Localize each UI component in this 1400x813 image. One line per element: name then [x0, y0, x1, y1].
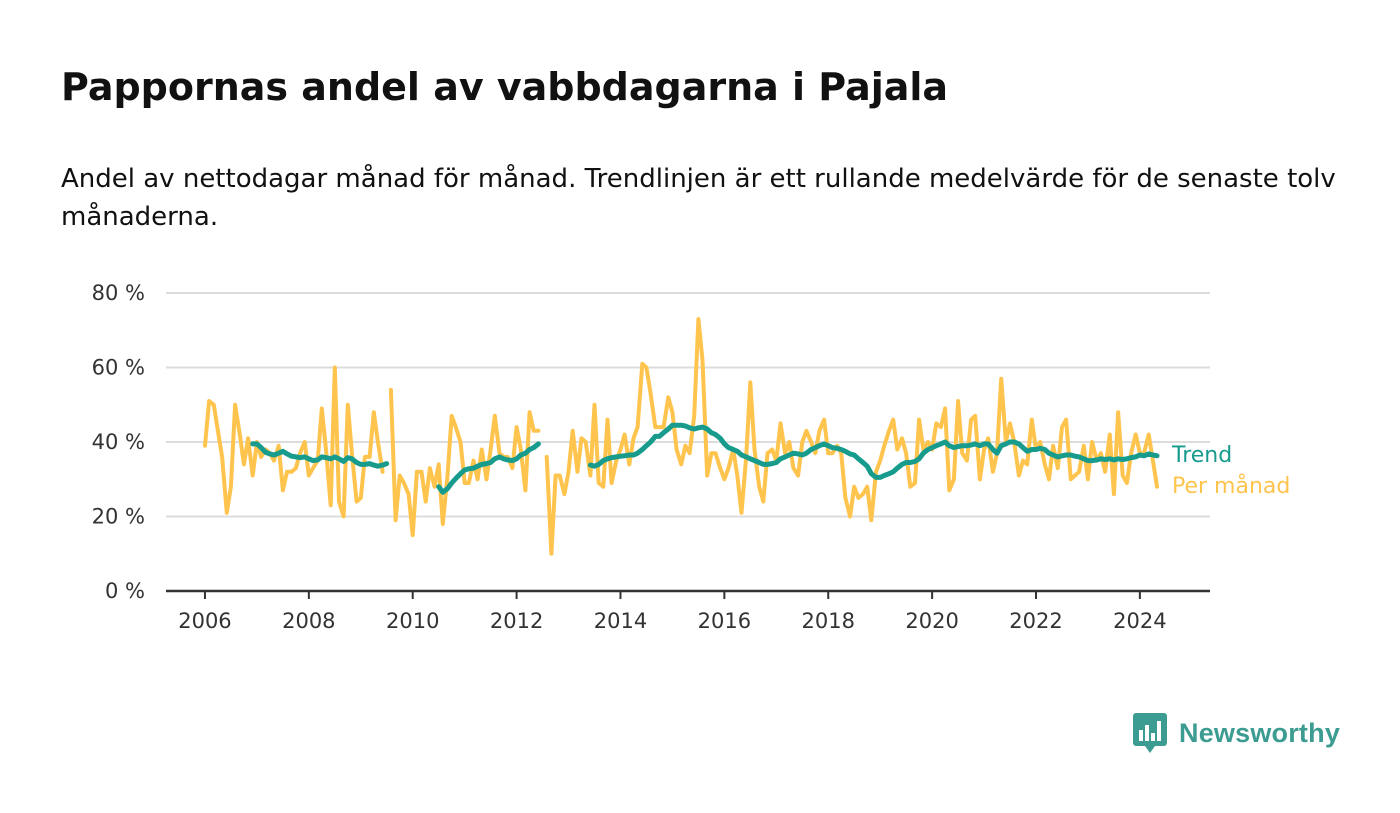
brand-name: Newsworthy: [1179, 717, 1341, 748]
bar-chart-speech-bubble-icon: [1133, 713, 1167, 753]
x-tick-label: 2010: [386, 609, 439, 633]
x-tick-label: 2018: [802, 609, 855, 633]
y-tick-label: 40 %: [92, 430, 145, 454]
chart-title: Pappornas andel av vabbdagarna i Pajala: [61, 65, 949, 109]
y-tick-label: 0 %: [105, 579, 145, 603]
x-tick-label: 2006: [178, 609, 231, 633]
y-tick-label: 80 %: [92, 281, 145, 305]
x-tick-label: 2008: [282, 609, 335, 633]
chart-subtitle: Andel av nettodagar månad för månad. Tre…: [61, 164, 1336, 232]
legend-label-per-manad: Per månad: [1172, 473, 1290, 499]
x-tick-label: 2014: [594, 609, 647, 633]
y-tick-label: 20 %: [92, 505, 145, 529]
axes: 0 % 20 % 40 % 60 % 80 % 2006 2008 2010 2012 2014 2…: [92, 281, 1210, 633]
monthly-series-line: [203, 317, 1159, 556]
x-tick-label: 2012: [490, 609, 543, 633]
x-tick-label: 2022: [1009, 609, 1062, 633]
x-tick-label: 2016: [698, 609, 751, 633]
x-tick-label: 2020: [905, 609, 958, 633]
trend-series-line: [250, 422, 1160, 495]
series-lines: [203, 317, 1160, 556]
brand-logo: Newsworthy: [1133, 712, 1340, 754]
y-tick-label: 60 %: [92, 356, 145, 380]
x-tick-label: 2024: [1113, 609, 1166, 633]
legend: Trend Per månad: [1171, 443, 1290, 499]
legend-label-trend: Trend: [1171, 443, 1232, 468]
gridlines: [166, 292, 1210, 518]
